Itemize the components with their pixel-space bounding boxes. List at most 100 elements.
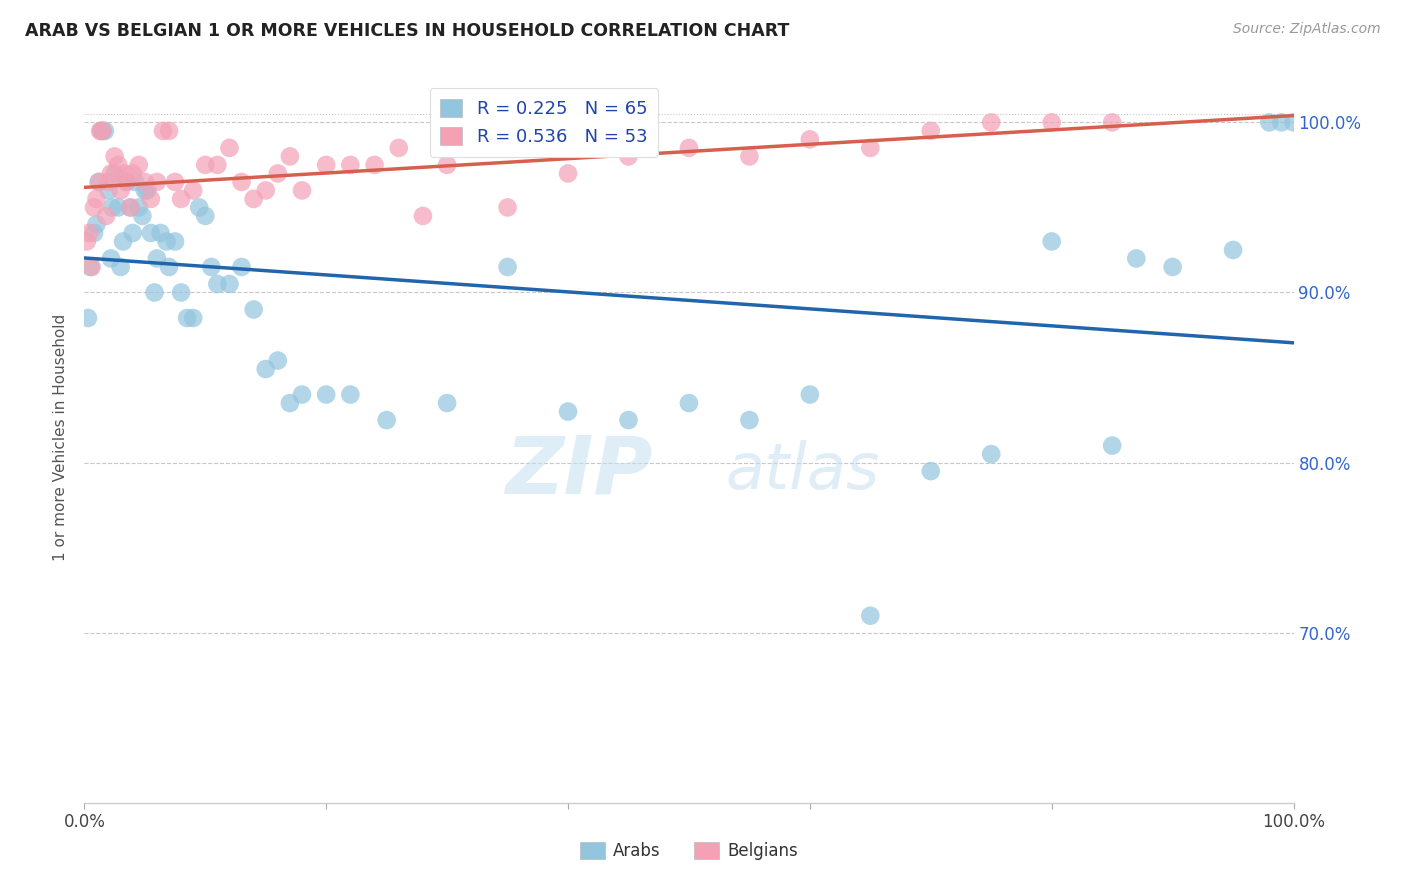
Point — [134, 175, 156, 189]
Point — [920, 124, 942, 138]
Point — [231, 175, 253, 189]
Point — [100, 166, 122, 180]
Point — [146, 175, 169, 189]
Point — [617, 149, 640, 163]
Point — [799, 132, 821, 146]
Point — [90, 124, 112, 138]
Point — [799, 387, 821, 401]
Point — [207, 277, 229, 291]
Text: atlas: atlas — [725, 440, 880, 502]
Point — [87, 175, 110, 189]
Point — [678, 396, 700, 410]
Point — [339, 158, 361, 172]
Point — [136, 183, 159, 197]
Point — [242, 302, 264, 317]
Point — [139, 226, 162, 240]
Point — [496, 201, 519, 215]
Point — [1040, 115, 1063, 129]
Point — [436, 158, 458, 172]
Point — [86, 192, 108, 206]
Point — [181, 311, 204, 326]
Point — [100, 252, 122, 266]
Point — [121, 166, 143, 180]
Point — [165, 175, 187, 189]
Text: ARAB VS BELGIAN 1 OR MORE VEHICLES IN HOUSEHOLD CORRELATION CHART: ARAB VS BELGIAN 1 OR MORE VEHICLES IN HO… — [25, 22, 790, 40]
Point — [83, 226, 105, 240]
Point — [170, 192, 193, 206]
Point — [363, 158, 385, 172]
Point — [112, 235, 135, 249]
Point — [188, 201, 211, 215]
Point — [254, 362, 277, 376]
Point — [1101, 115, 1123, 129]
Point — [980, 115, 1002, 129]
Point — [115, 175, 138, 189]
Point — [97, 183, 120, 197]
Point — [254, 183, 277, 197]
Point — [134, 183, 156, 197]
Point — [1125, 252, 1147, 266]
Point — [76, 235, 98, 249]
Point — [315, 158, 337, 172]
Point — [1040, 235, 1063, 249]
Point — [77, 311, 100, 326]
Point — [231, 260, 253, 274]
Point — [124, 175, 146, 189]
Point — [79, 260, 101, 274]
Point — [165, 235, 187, 249]
Point — [1101, 439, 1123, 453]
Point — [104, 166, 127, 180]
Point — [107, 201, 129, 215]
Point — [278, 149, 301, 163]
Point — [83, 201, 105, 215]
Point — [291, 387, 314, 401]
Point — [110, 260, 132, 274]
Point — [412, 209, 434, 223]
Point — [278, 396, 301, 410]
Point — [101, 201, 124, 215]
Point — [218, 277, 240, 291]
Point — [557, 166, 579, 180]
Point — [436, 396, 458, 410]
Point — [157, 260, 180, 274]
Point — [104, 149, 127, 163]
Point — [678, 141, 700, 155]
Point — [194, 158, 217, 172]
Text: ZIP: ZIP — [505, 432, 652, 510]
Point — [980, 447, 1002, 461]
Point — [155, 235, 177, 249]
Point — [617, 413, 640, 427]
Point — [97, 175, 120, 189]
Point — [207, 158, 229, 172]
Point — [1161, 260, 1184, 274]
Point — [94, 124, 117, 138]
Point — [149, 226, 172, 240]
Point — [115, 175, 138, 189]
Point — [920, 464, 942, 478]
Point — [1270, 115, 1292, 129]
Text: Source: ZipAtlas.com: Source: ZipAtlas.com — [1233, 22, 1381, 37]
Point — [112, 166, 135, 180]
Point — [315, 387, 337, 401]
Point — [176, 311, 198, 326]
Point — [200, 260, 222, 274]
Point — [120, 201, 142, 215]
Point — [1258, 115, 1281, 129]
Point — [152, 124, 174, 138]
Point — [557, 404, 579, 418]
Point — [91, 124, 114, 138]
Point — [859, 608, 882, 623]
Point — [87, 175, 110, 189]
Point — [80, 260, 103, 274]
Point — [267, 353, 290, 368]
Point — [128, 158, 150, 172]
Point — [121, 226, 143, 240]
Point — [267, 166, 290, 180]
Point — [139, 192, 162, 206]
Point — [291, 183, 314, 197]
Point — [339, 387, 361, 401]
Point — [94, 209, 117, 223]
Point — [388, 141, 411, 155]
Point — [738, 149, 761, 163]
Point — [170, 285, 193, 300]
